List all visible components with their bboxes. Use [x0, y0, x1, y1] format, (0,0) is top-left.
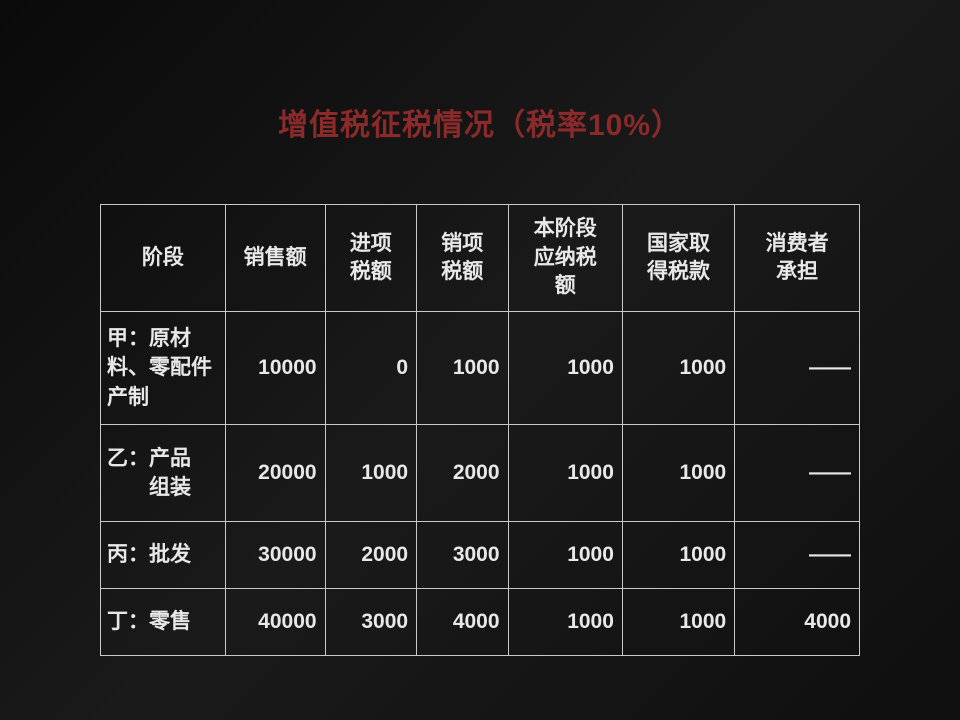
table-row: 甲：原材料、零配件产制 10000 0 1000 1000 1000 —— — [101, 312, 860, 425]
vat-table-wrap: 阶段 销售额 进项税额 销项税额 本阶段应纳税额 国家取得税款 消费者承担 甲：… — [100, 204, 860, 656]
col-label: 本阶段应纳税额 — [534, 217, 597, 297]
stage-line1: 乙：产品 — [107, 447, 191, 470]
cell-value: 2000 — [325, 522, 416, 589]
cell-stage: 丁：零售 — [101, 589, 226, 656]
col-state: 国家取得税款 — [622, 205, 734, 312]
cell-value: 1000 — [508, 589, 622, 656]
col-output: 销项税额 — [417, 205, 508, 312]
cell-value: 1000 — [508, 522, 622, 589]
col-label: 阶段 — [142, 246, 184, 269]
cell-value: 10000 — [225, 312, 325, 425]
col-sales: 销售额 — [225, 205, 325, 312]
cell-value: 1000 — [622, 425, 734, 522]
cell-value: 1000 — [508, 425, 622, 522]
cell-value: 40000 — [225, 589, 325, 656]
col-consumer: 消费者承担 — [735, 205, 860, 312]
stage-line2: 组装 — [107, 473, 221, 502]
slide: 增值税征税情况（税率10%） 阶段 销售额 进项税额 销项税额 本阶段应纳税额 … — [0, 0, 960, 720]
col-label: 消费者承担 — [766, 232, 829, 283]
cell-stage: 乙：产品 组装 — [101, 425, 226, 522]
cell-stage: 甲：原材料、零配件产制 — [101, 312, 226, 425]
cell-value: 2000 — [417, 425, 508, 522]
cell-value: 4000 — [735, 589, 860, 656]
table-row: 乙：产品 组装 20000 1000 2000 1000 1000 —— — [101, 425, 860, 522]
cell-value: 1000 — [622, 522, 734, 589]
table-row: 丙：批发 30000 2000 3000 1000 1000 —— — [101, 522, 860, 589]
cell-value: 30000 — [225, 522, 325, 589]
cell-value: 0 — [325, 312, 416, 425]
cell-value: 1000 — [508, 312, 622, 425]
cell-value: 1000 — [622, 312, 734, 425]
slide-title: 增值税征税情况（税率10%） — [0, 100, 960, 144]
vat-table: 阶段 销售额 进项税额 销项税额 本阶段应纳税额 国家取得税款 消费者承担 甲：… — [100, 204, 860, 656]
table-header-row: 阶段 销售额 进项税额 销项税额 本阶段应纳税额 国家取得税款 消费者承担 — [101, 205, 860, 312]
cell-value: —— — [735, 425, 860, 522]
cell-value: 1000 — [622, 589, 734, 656]
cell-value: 1000 — [325, 425, 416, 522]
cell-value: 20000 — [225, 425, 325, 522]
cell-value: —— — [735, 522, 860, 589]
cell-value: 3000 — [417, 522, 508, 589]
col-payable: 本阶段应纳税额 — [508, 205, 622, 312]
col-label: 国家取得税款 — [647, 232, 710, 283]
cell-value: —— — [735, 312, 860, 425]
col-label: 进项税额 — [350, 232, 392, 283]
cell-value: 3000 — [325, 589, 416, 656]
col-label: 销售额 — [244, 246, 307, 269]
col-stage: 阶段 — [101, 205, 226, 312]
col-label: 销项税额 — [441, 232, 483, 283]
cell-stage: 丙：批发 — [101, 522, 226, 589]
col-input: 进项税额 — [325, 205, 416, 312]
cell-value: 4000 — [417, 589, 508, 656]
table-row: 丁：零售 40000 3000 4000 1000 1000 4000 — [101, 589, 860, 656]
cell-value: 1000 — [417, 312, 508, 425]
